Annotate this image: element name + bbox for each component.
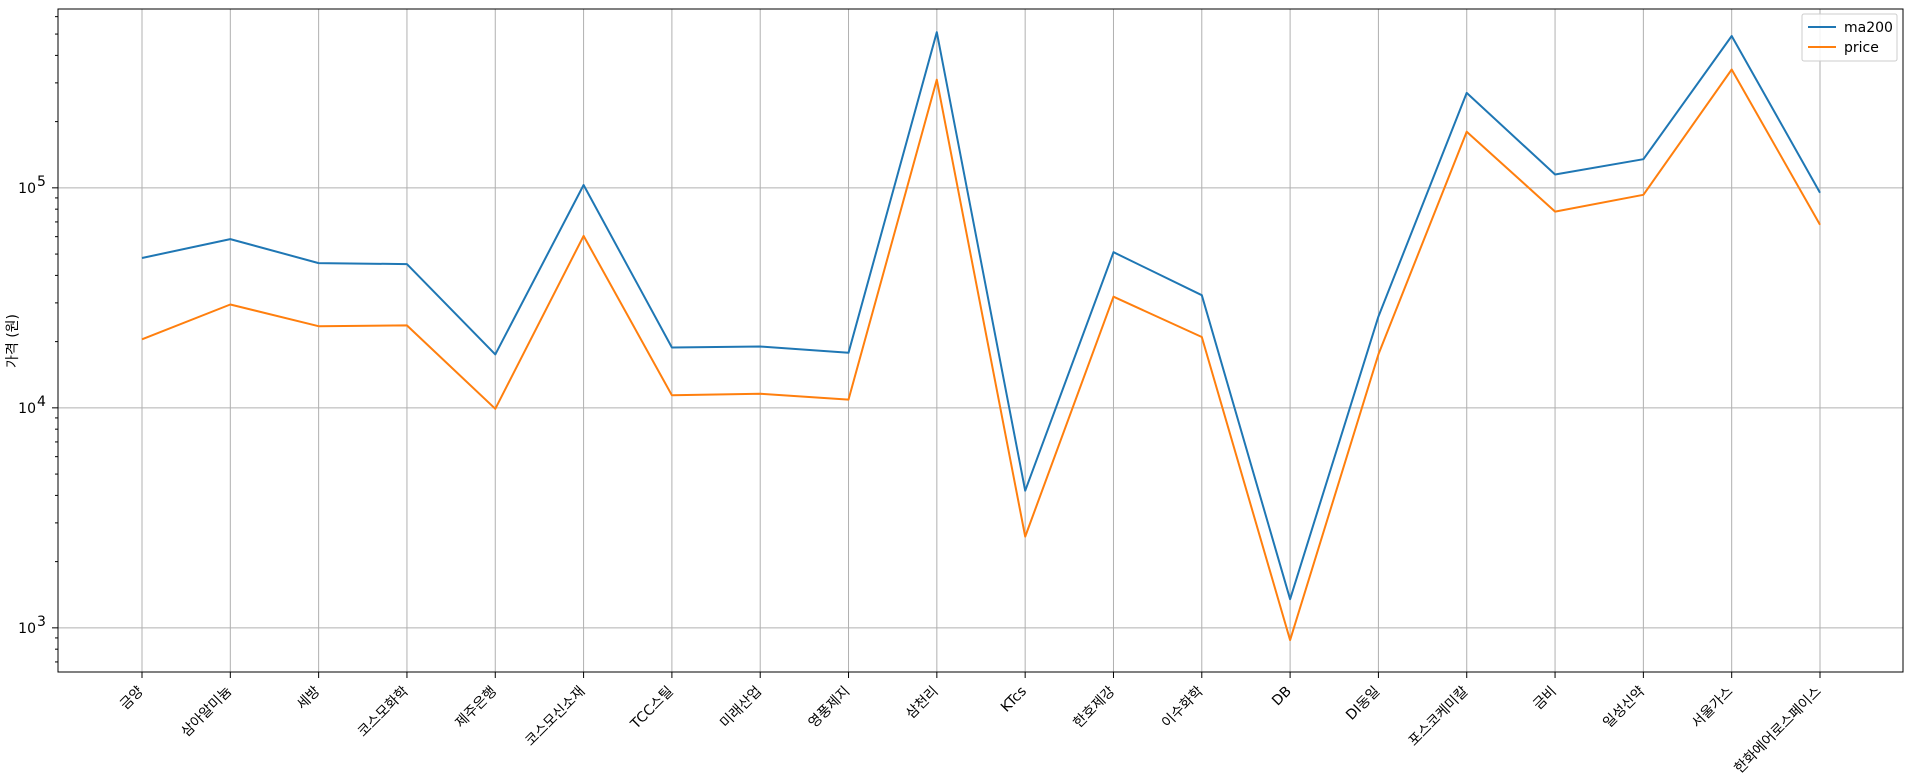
legend-label-ma200: ma200 xyxy=(1844,20,1893,36)
y-tick-exponent: 5 xyxy=(37,174,46,190)
grid-lines xyxy=(58,9,1903,672)
legend-label-price: price xyxy=(1844,40,1879,56)
y-axis-label: 가격 (원) xyxy=(5,314,21,368)
series-lines xyxy=(141,31,1821,642)
y-tick-label: 10 xyxy=(18,181,36,197)
y-tick-label: 10 xyxy=(18,401,36,417)
y-tick-exponent: 3 xyxy=(37,614,46,630)
legend: ma200 price xyxy=(1801,13,1898,62)
series-line-price xyxy=(141,68,1821,642)
series-line-ma200 xyxy=(141,31,1821,601)
plot-frame xyxy=(57,8,1904,673)
legend-box xyxy=(1801,13,1898,62)
y-tick-exponent: 4 xyxy=(37,394,46,410)
y-tick-label: 10 xyxy=(18,621,36,637)
